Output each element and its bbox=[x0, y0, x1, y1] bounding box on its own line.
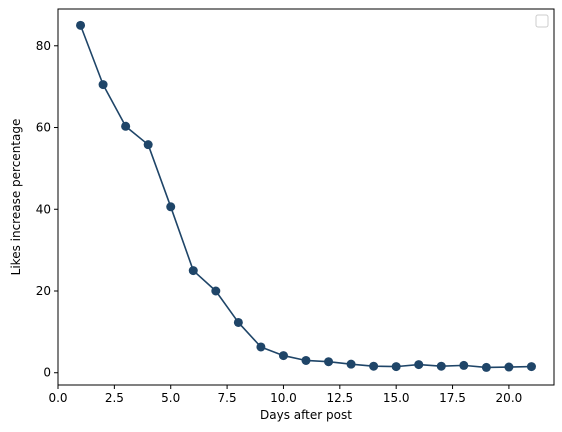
data-point bbox=[369, 361, 379, 371]
data-point bbox=[166, 202, 176, 212]
y-tick-label: 0 bbox=[43, 366, 51, 380]
data-point bbox=[459, 360, 469, 370]
data-point bbox=[143, 140, 153, 150]
x-tick-label: 5.0 bbox=[161, 391, 180, 405]
y-tick-label: 20 bbox=[36, 284, 51, 298]
plot-area bbox=[76, 20, 536, 372]
data-point bbox=[481, 362, 491, 372]
data-point bbox=[324, 357, 334, 367]
data-point bbox=[121, 121, 131, 131]
x-tick-label: 20.0 bbox=[496, 391, 523, 405]
data-point bbox=[526, 362, 536, 372]
data-point bbox=[188, 266, 198, 276]
legend-box bbox=[535, 14, 549, 28]
data-point bbox=[256, 342, 266, 352]
data-point bbox=[346, 359, 356, 369]
data-point bbox=[98, 80, 108, 90]
data-point bbox=[414, 360, 424, 370]
data-point bbox=[211, 286, 221, 296]
data-point bbox=[504, 362, 514, 372]
y-tick-label: 60 bbox=[36, 121, 51, 135]
x-axis-label: Days after post bbox=[260, 408, 352, 422]
data-point bbox=[301, 355, 311, 365]
x-tick-label: 10.0 bbox=[270, 391, 297, 405]
x-tick-label: 17.5 bbox=[439, 391, 466, 405]
x-axis-ticks: 0.0 2.5 5.0 7.5 10.0 12.5 15.0 17.5 20.0 bbox=[48, 385, 522, 405]
x-tick-label: 0.0 bbox=[48, 391, 67, 405]
x-tick-label: 7.5 bbox=[218, 391, 237, 405]
x-tick-label: 2.5 bbox=[105, 391, 124, 405]
x-tick-label: 12.5 bbox=[326, 391, 353, 405]
data-point bbox=[76, 20, 86, 30]
axes-frame bbox=[57, 8, 555, 386]
y-axis-ticks: 0 20 40 60 80 bbox=[36, 39, 58, 380]
y-tick-label: 40 bbox=[36, 202, 51, 216]
data-point bbox=[391, 362, 401, 372]
y-axis-label: Likes increase percentage bbox=[9, 119, 23, 276]
x-tick-label: 15.0 bbox=[383, 391, 410, 405]
data-point bbox=[233, 317, 243, 327]
data-point bbox=[436, 361, 446, 371]
data-point bbox=[278, 351, 288, 361]
y-tick-label: 80 bbox=[36, 39, 51, 53]
